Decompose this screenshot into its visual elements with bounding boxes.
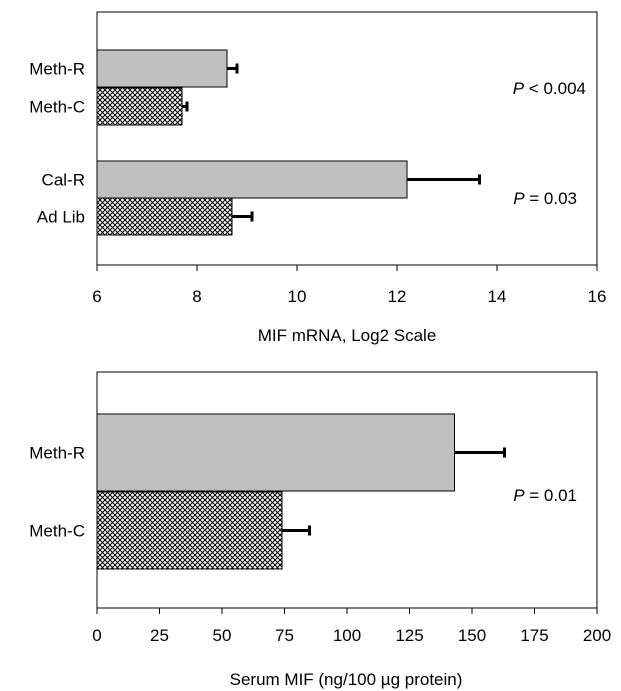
category-label: Ad Lib [37,208,85,227]
p-value-annotation: P < 0.004 [513,79,586,98]
x-tick-label: 100 [333,626,361,645]
error-bar [227,63,239,74]
x-tick-label: 16 [588,287,607,306]
x-tick-label: 14 [488,287,507,306]
error-bar [232,211,254,222]
category-label: Meth-R [29,60,85,79]
x-tick-label: 10 [288,287,307,306]
x-tick-label: 150 [458,626,486,645]
serum-chart: 0 25 50 75 100 125 150 175 200 Meth-R Meth-C Seru… [29,371,611,689]
x-axis-title: MIF mRNA, Log2 Scale [258,326,437,345]
x-tick-label: 25 [150,626,169,645]
bar-meth-r [96,49,228,88]
category-label: Meth-C [29,98,85,117]
x-tick-label: 0 [92,626,101,645]
bar-meth-c [96,87,183,126]
x-axis: 6 8 10 12 14 16 [92,265,606,306]
error-bar [454,447,506,458]
x-tick-label: 50 [213,626,232,645]
p-value-annotation: P = 0.01 [513,486,577,505]
error-bar [407,174,481,185]
plot-frame [96,11,598,266]
x-tick-label: 125 [395,626,423,645]
category-labels: Meth-R Meth-C [29,444,85,541]
bars [96,413,455,570]
category-label: Meth-R [29,444,85,463]
error-bar [182,101,189,112]
bar-meth-c [96,491,283,570]
category-label: Meth-C [29,522,85,541]
x-tick-label: 175 [520,626,548,645]
x-tick-label: 12 [388,287,407,306]
error-bars [182,63,481,222]
x-axis: 0 25 50 75 100 125 150 175 200 [92,608,611,645]
x-tick-label: 75 [275,626,294,645]
category-label: Cal-R [42,171,85,190]
bar-cal-r [96,160,408,199]
x-tick-label: 6 [92,287,101,306]
x-tick-label: 8 [192,287,201,306]
error-bars [282,447,506,536]
bars [96,49,408,236]
x-axis-title: Serum MIF (ng/100 µg protein) [230,670,463,689]
p-value-annotation: P = 0.03 [513,189,577,208]
category-labels: Meth-R Meth-C Cal-R Ad Lib [29,60,85,227]
error-bar [282,525,311,536]
bar-meth-r [96,413,455,492]
x-tick-label: 200 [583,626,611,645]
mrna-chart: 6 8 10 12 14 16 Meth-R Meth-C Cal-R Ad Lib MIF m… [29,11,606,345]
bar-ad-lib [96,197,233,236]
